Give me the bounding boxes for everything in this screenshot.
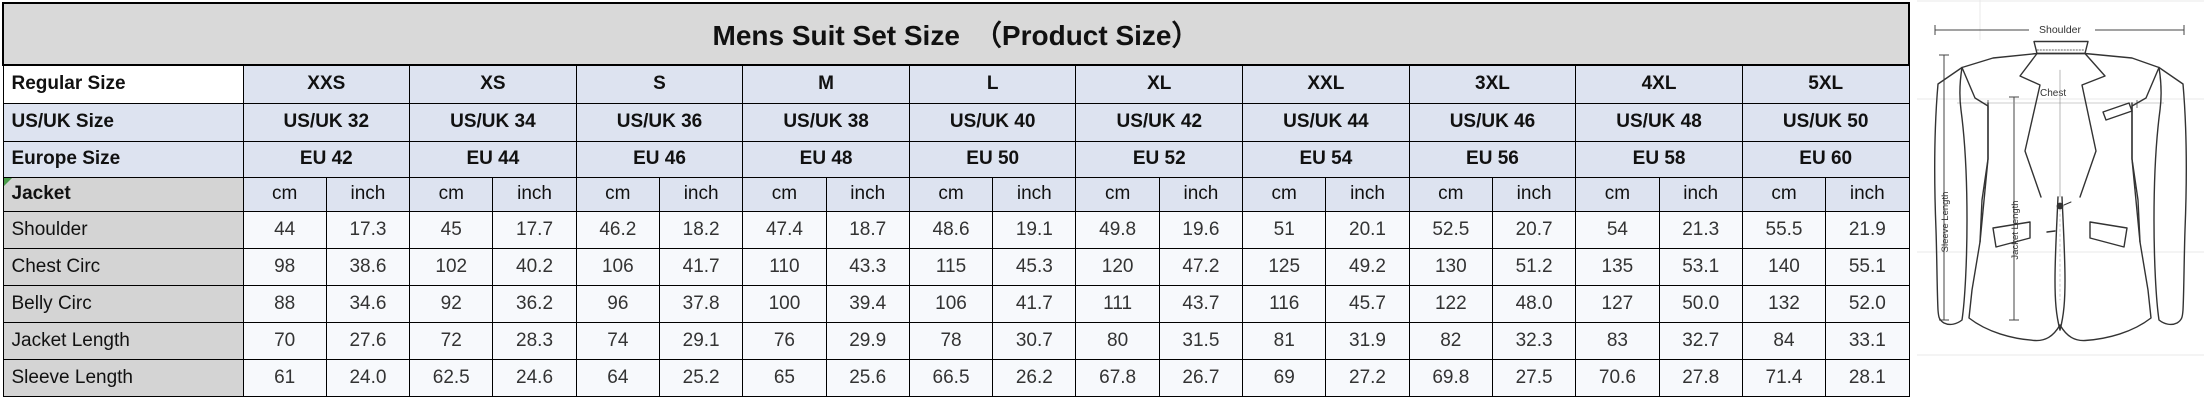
svg-text:Shoulder: Shoulder bbox=[2039, 24, 2082, 36]
svg-text:Jacket Length: Jacket Length bbox=[2010, 200, 2021, 259]
svg-text:Sleeve Length: Sleeve Length bbox=[1940, 192, 1951, 253]
svg-text:Chest: Chest bbox=[2040, 88, 2066, 99]
